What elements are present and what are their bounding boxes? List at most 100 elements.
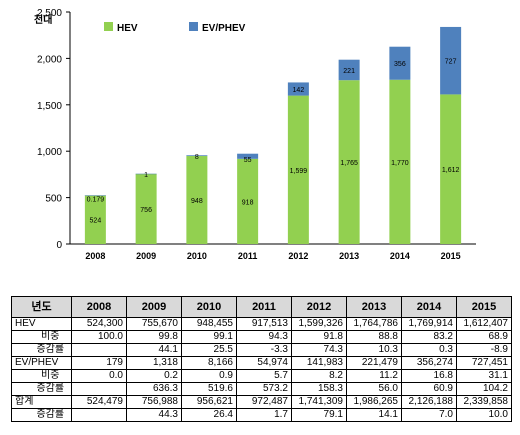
- row-indent: [11, 330, 30, 344]
- table-row: 비중 100.0 99.8 99.1 94.3 91.8 88.8 83.2 68.9: [11, 330, 512, 344]
- y-tick-label: 500: [45, 194, 62, 205]
- data-label-hev-2008: 524: [90, 218, 102, 225]
- data-label-ev-phev-2011: 55: [244, 157, 252, 164]
- row-subcategory: 비중: [29, 330, 72, 344]
- y-tick-label: 0: [56, 240, 62, 251]
- table-cell: 524,479: [71, 395, 127, 409]
- table-cell: [71, 408, 127, 422]
- table-cell: 91.8: [291, 330, 347, 344]
- table-cell: 56.0: [346, 382, 402, 396]
- y-tick-label: 1,500: [37, 101, 62, 112]
- bar-hev-2015: [440, 94, 462, 244]
- table-cell: 1,599,326: [291, 317, 347, 331]
- table-cell: 1,986,265: [346, 395, 402, 409]
- legend-swatch-ev-phev: [189, 22, 198, 31]
- y-axis-ticks: 0 500 1,000 1,500 2,000 2,500: [37, 8, 70, 251]
- table-cell: 99.1: [181, 330, 237, 344]
- data-label-hev-2010: 948: [191, 198, 203, 205]
- table-cell: 1,741,309: [291, 395, 347, 409]
- data-table: 년도 2008 2009 2010 2011 2012 2013 2014 2015 HEV 52…: [11, 296, 512, 422]
- y-tick-label: 2,500: [37, 8, 62, 19]
- table-header-year: 2012: [291, 296, 347, 318]
- row-subcategory: 비중: [29, 369, 72, 383]
- x-tick-label: 2010: [187, 251, 207, 261]
- legend-swatch-hev: [104, 22, 113, 31]
- table-cell: 755,670: [126, 317, 182, 331]
- table-cell: 100.0: [71, 330, 127, 344]
- table-cell: 88.8: [346, 330, 402, 344]
- table-cell: 11.2: [346, 369, 402, 383]
- bar-ev-phev-2012: [287, 82, 309, 96]
- table-cell: 221,479: [346, 356, 402, 370]
- bar-ev-phev-2015: [440, 26, 462, 95]
- table-body: HEV 524,300 755,670 948,455 917,513 1,599,326…: [11, 317, 512, 422]
- table-cell: 94.3: [236, 330, 292, 344]
- table-header-year: 2015: [456, 296, 512, 318]
- table-cell: 99.8: [126, 330, 182, 344]
- table-cell: [71, 343, 127, 357]
- row-indent: [11, 382, 30, 396]
- table-cell: 10.0: [456, 408, 512, 422]
- table-cell: 972,487: [236, 395, 292, 409]
- table-cell: 917,513: [236, 317, 292, 331]
- table-cell: 7.0: [401, 408, 457, 422]
- table-header-year: 2013: [346, 296, 402, 318]
- legend: HEV EV/PHEV: [104, 22, 246, 34]
- table-cell: 0.2: [126, 369, 182, 383]
- y-tick-label: 1,000: [37, 147, 62, 158]
- row-subcategory: 증감률: [29, 343, 72, 357]
- table-cell: 60.9: [401, 382, 457, 396]
- table-cell: 83.2: [401, 330, 457, 344]
- bar-hev-2010: [186, 156, 208, 244]
- table-cell: -3.3: [236, 343, 292, 357]
- table-cell: 756,988: [126, 395, 182, 409]
- data-label-ev-phev-2012: 142: [293, 87, 305, 94]
- x-axis-ticks: 2008 2009 2010 2011 2012 2013 2014 2015: [85, 251, 460, 261]
- row-indent: [11, 343, 30, 357]
- table-cell: 956,621: [181, 395, 237, 409]
- table-cell: 68.9: [456, 330, 512, 344]
- table-cell: 5.7: [236, 369, 292, 383]
- data-label-ev-phev-2013: 221: [343, 68, 355, 75]
- table-row: 합계 524,479 756,988 956,621 972,487 1,741,309 1…: [11, 395, 512, 409]
- table-cell: 31.1: [456, 369, 512, 383]
- table-cell: 1,318: [126, 356, 182, 370]
- data-label-ev-phev-2010: 8: [195, 154, 199, 161]
- bar-ev-phev-2013: [338, 59, 360, 81]
- data-label-ev-phev-2008: 0.179: [87, 196, 105, 203]
- table-row: HEV 524,300 755,670 948,455 917,513 1,599,326…: [11, 317, 512, 331]
- bar-ev-phev-2014: [389, 46, 411, 80]
- table-cell: 524,300: [71, 317, 127, 331]
- table-cell: 158.3: [291, 382, 347, 396]
- table-header-year: 2011: [236, 296, 292, 318]
- bar-hev-2008: [84, 195, 106, 244]
- table-row: 증감률 44.1 25.5 -3.3 74.3 10.3 0.3 -8.9: [11, 343, 512, 357]
- table-cell: 0.0: [71, 369, 127, 383]
- table-cell: 44.3: [126, 408, 182, 422]
- x-tick-label: 2008: [85, 251, 105, 261]
- row-category: HEV: [11, 317, 72, 331]
- table-cell: 636.3: [126, 382, 182, 396]
- table-cell: 79.1: [291, 408, 347, 422]
- table-cell: 519.6: [181, 382, 237, 396]
- table-cell: 1,764,786: [346, 317, 402, 331]
- bar-ev-phev-2008: [84, 195, 106, 196]
- table-cell: 16.8: [401, 369, 457, 383]
- bar-hev-2012: [287, 95, 309, 245]
- bar-hev-2009: [135, 173, 157, 244]
- data-label-ev-phev-2015: 727: [445, 59, 457, 66]
- table-cell: 10.3: [346, 343, 402, 357]
- bar-hev-2014: [389, 79, 411, 244]
- bar-ev-phev-2009: [135, 173, 157, 175]
- table-cell: 8.2: [291, 369, 347, 383]
- table-row: EV/PHEV 179 1,318 8,166 54,974 141,983 221,479…: [11, 356, 512, 370]
- y-axis-unit: 천대: [34, 13, 52, 26]
- x-tick-label: 2011: [238, 251, 258, 261]
- table-row: 비중 0.0 0.2 0.9 5.7 8.2 11.2 16.8 31.1: [11, 369, 512, 383]
- data-label-hev-2012: 1,599: [290, 168, 308, 175]
- table-cell: 25.5: [181, 343, 237, 357]
- table-cell: 1,769,914: [401, 317, 457, 331]
- table-header-year: 2010: [181, 296, 237, 318]
- table-header-year-label: 년도: [11, 296, 72, 318]
- bar-hev-2011: [237, 158, 259, 244]
